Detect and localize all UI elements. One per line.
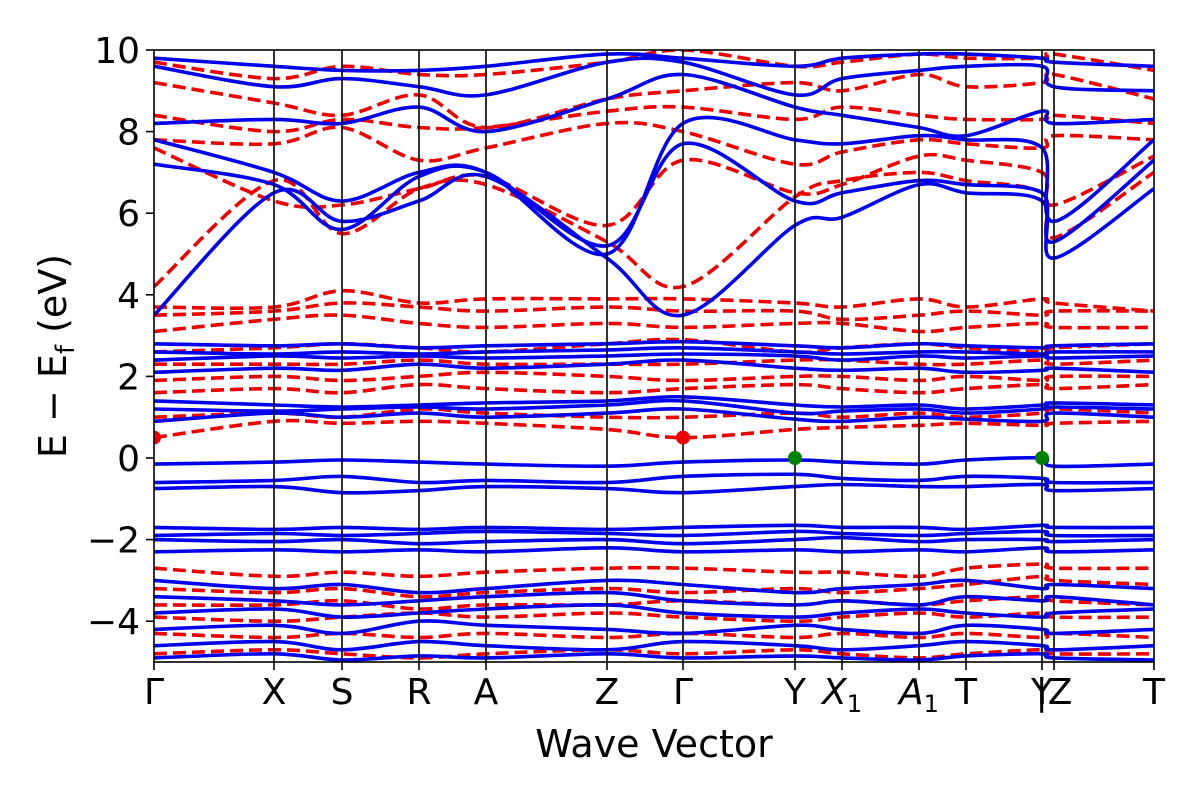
extremum-marker [154,430,161,445]
y-axis-label: E − Ef (eV) [31,254,81,458]
y-axis-label-main: E − E [31,354,75,458]
y-tick-label: −2 [87,521,140,562]
y-tick-label: 2 [117,357,140,398]
spin-down-band-line [154,170,1154,290]
y-tick-label: 0 [117,439,140,480]
y-tick-label: 10 [94,31,140,72]
extremum-marker-layer [154,430,1049,465]
spin-up-band-line [154,51,1154,73]
spin-down-band-line [154,418,1154,440]
x-tick-label: T [1142,672,1166,713]
y-axis-label-unit: (eV) [31,254,75,345]
spin-down-band-line [154,370,1154,383]
spin-down-band-line [154,120,1154,167]
spin-up-band-line [154,72,1154,139]
spin-up-band-line [154,472,1154,485]
spin-down-band-line [154,407,1154,420]
x-tick-label: Γ [673,672,693,713]
x-tick-label: Γ [144,672,164,713]
x-tick-label: S [331,672,354,713]
spin-up-band-line [154,172,1154,318]
spin-down-band-line [154,611,1154,623]
y-tick-label: 8 [117,113,140,154]
spin-down-band-line [154,301,1154,322]
spin-down-band-line [154,562,1154,579]
x-tick-label: X1 [820,672,862,718]
spin-up-band-line [154,455,1154,469]
x-tick-label: A [474,672,499,713]
x-tick-label: Y [1030,672,1054,713]
y-tick-label: 6 [117,194,140,235]
spin-up-band-line [154,639,1154,652]
x-axis-label: Wave Vector [535,722,773,766]
spin-up-band-line [154,546,1154,554]
plot-frame [153,49,1155,663]
extremum-marker [1035,451,1049,465]
spin-up-band-line [154,529,1154,538]
spin-up-band-line [154,56,1154,98]
spin-down-band-line [154,631,1154,640]
y-tick-label: −4 [87,602,140,643]
x-tick-label: A1 [897,672,939,718]
spin-down-band-line [154,382,1154,395]
spin-up-band-line [154,619,1154,636]
x-tick-label: |Z [1036,672,1073,713]
x-axis-ticks: Γ X S R A Z Γ Y X1 A1 T Y|Z T [144,662,1166,718]
spin-up-band-line [154,535,1154,546]
y-axis-label-subscript: f [51,344,81,354]
spin-up-band-line [154,651,1154,662]
y-axis-ticks: 10 8 6 4 2 0 −2 −4 [87,31,154,643]
spin-down-band-line [154,648,1154,660]
spin-down-band-line [154,574,1154,599]
spin-down-band-line [154,313,1154,334]
spin-down-band-line [154,357,1154,367]
extremum-marker [788,451,802,465]
x-tick-label: Y [783,672,807,713]
extremum-marker [676,430,690,445]
x-tick-label: R [406,672,431,713]
k-point-divider-layer [273,50,1055,662]
band-series-layer [154,50,1154,662]
spin-up-band-line [154,482,1154,495]
x-tick-label: T [954,672,978,713]
y-tick-label: 4 [117,276,140,317]
x-tick-label: X [262,672,287,713]
spin-up-band-line [154,523,1154,532]
x-tick-label: Z [595,672,620,713]
